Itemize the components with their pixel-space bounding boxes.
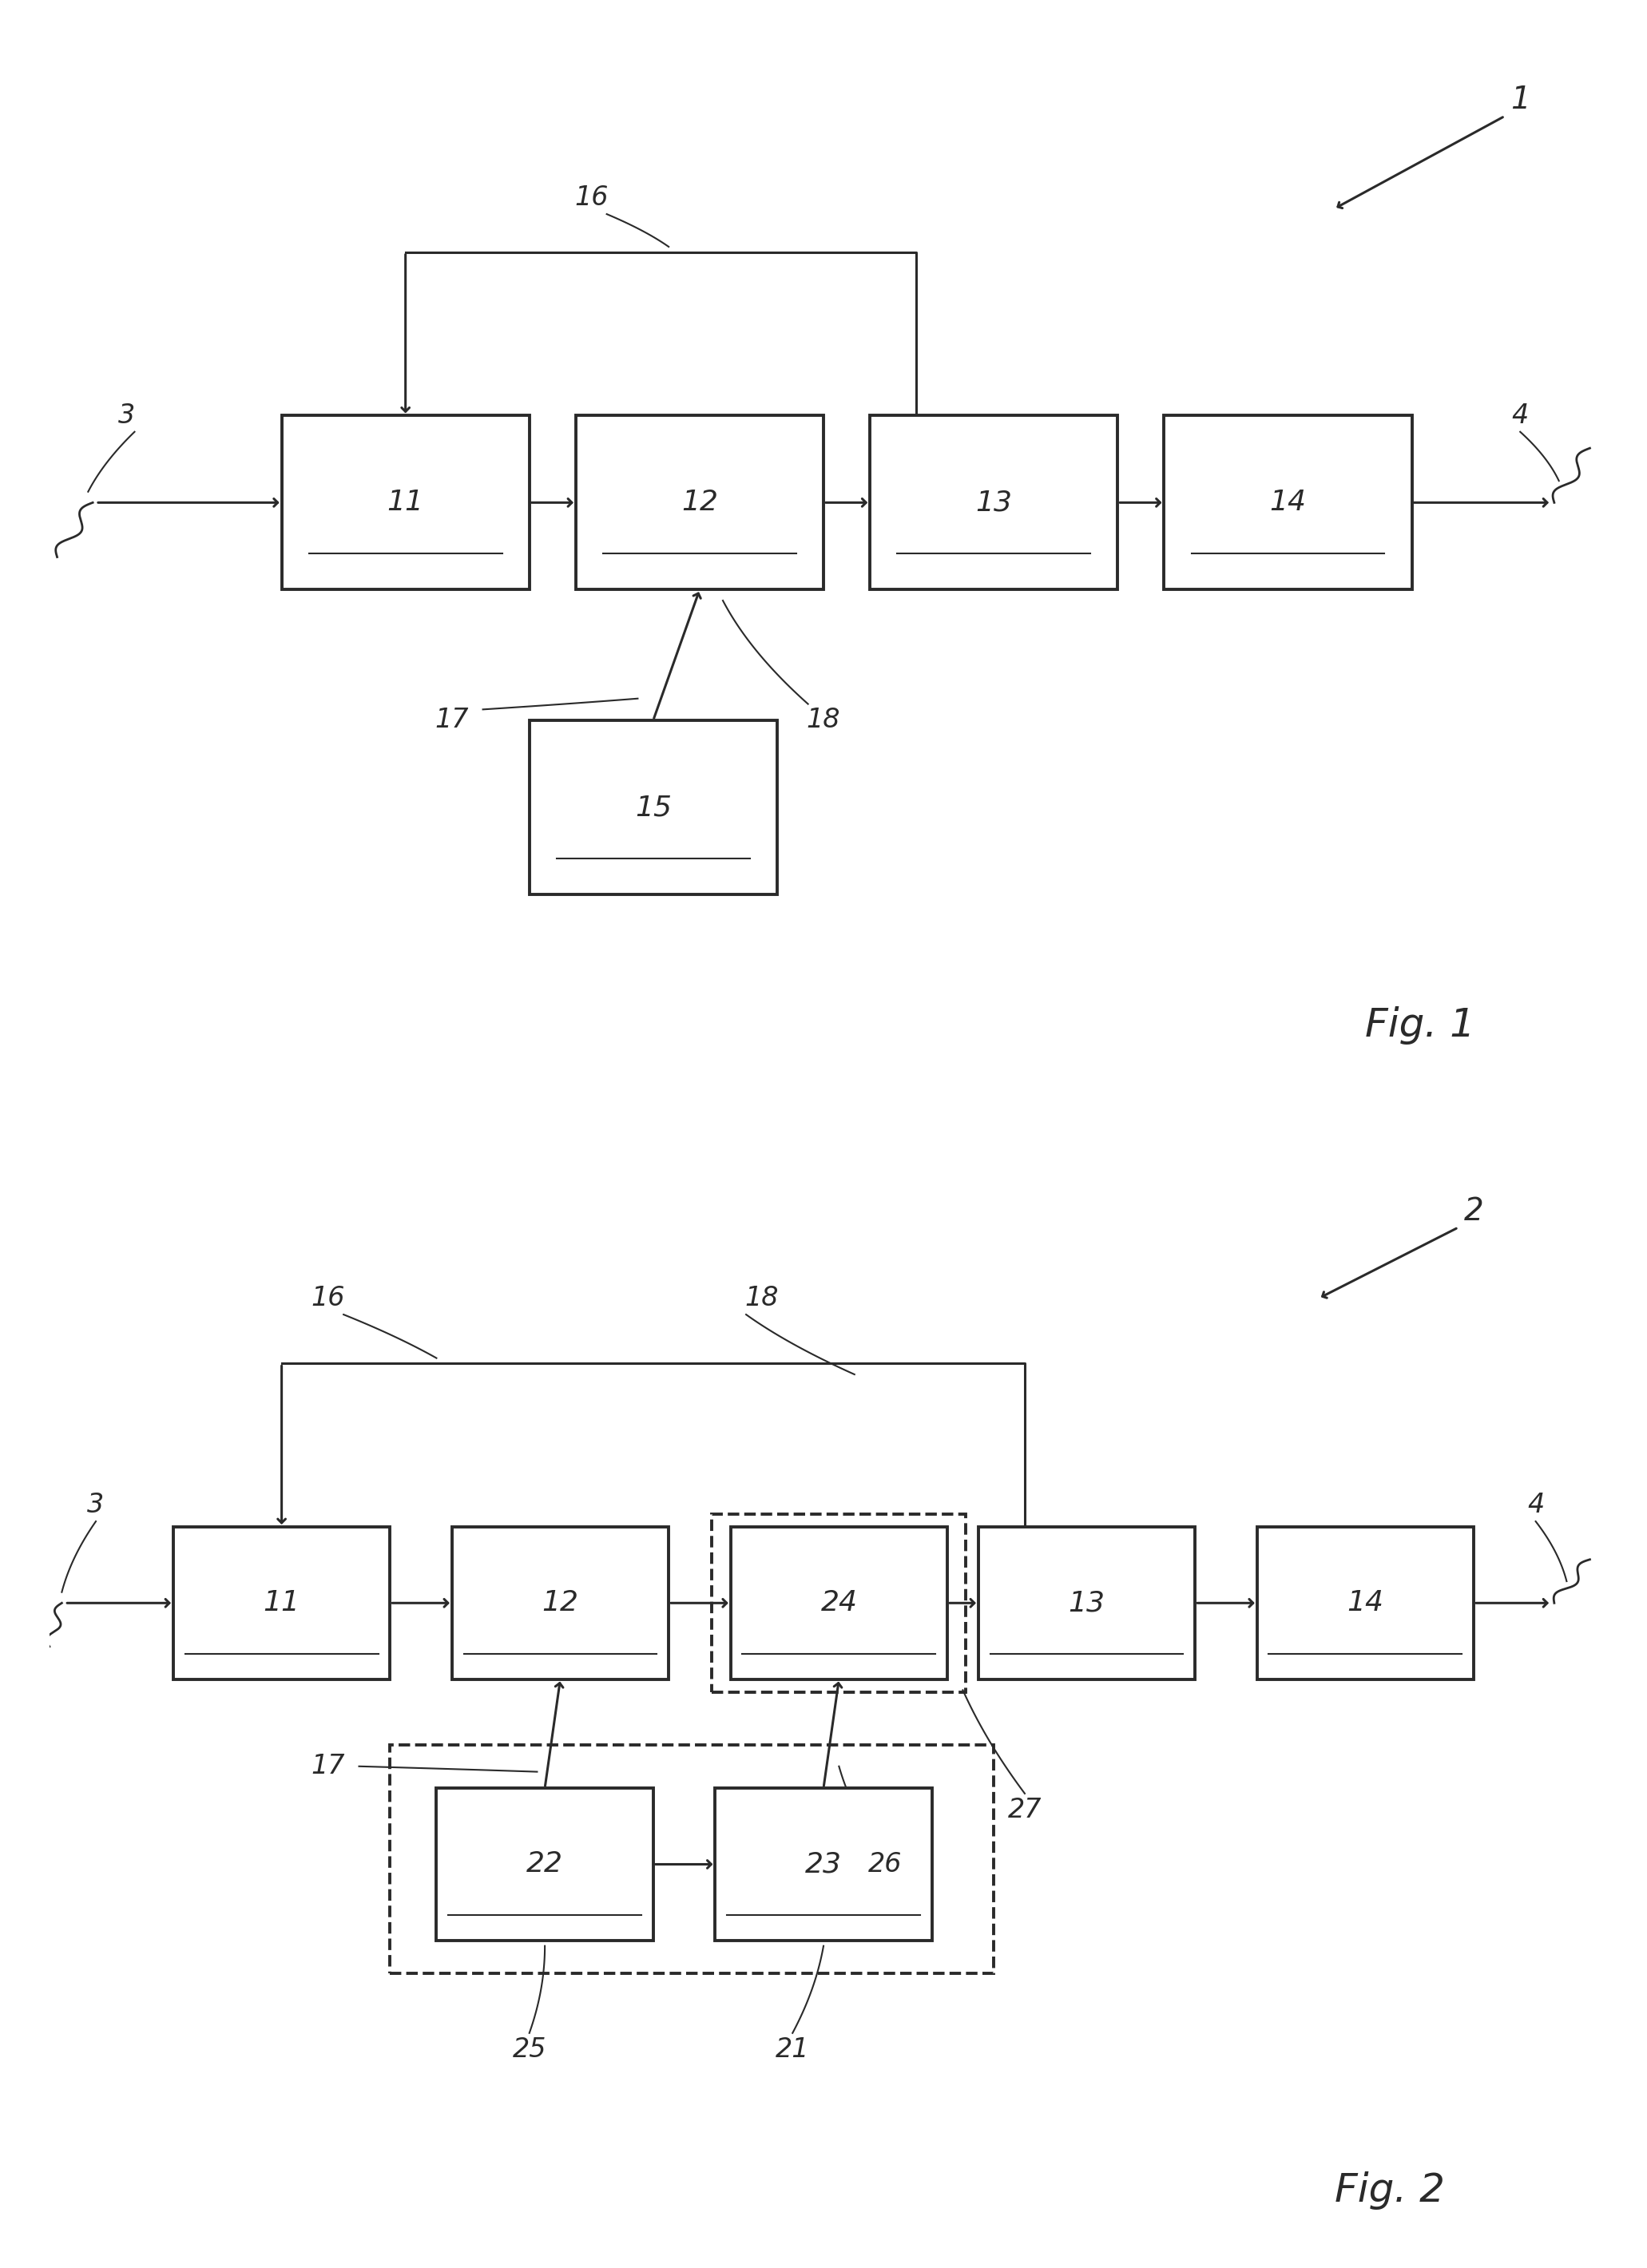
Text: Fig. 2: Fig. 2: [1334, 2173, 1444, 2209]
Bar: [436, 1787, 654, 1941]
Text: 15: 15: [634, 794, 672, 821]
Text: 4: 4: [1527, 1492, 1545, 1517]
Bar: [173, 1526, 390, 1678]
Text: 27: 27: [1008, 1796, 1043, 1823]
Text: 21: 21: [776, 2037, 810, 2062]
Bar: [731, 1526, 947, 1678]
Text: 12: 12: [542, 1590, 578, 1617]
Text: 4: 4: [1512, 401, 1528, 429]
Text: 23: 23: [805, 1851, 842, 1878]
Bar: [870, 415, 1118, 590]
Text: 1: 1: [1510, 84, 1530, 116]
Bar: [715, 1787, 932, 1941]
Bar: [978, 1526, 1196, 1678]
Bar: [282, 415, 529, 590]
Text: 13: 13: [975, 490, 1013, 517]
Bar: [712, 1513, 965, 1692]
Text: 18: 18: [744, 1286, 779, 1311]
Text: 12: 12: [682, 490, 718, 517]
Bar: [576, 415, 824, 590]
Text: 16: 16: [575, 184, 608, 211]
Text: 3: 3: [87, 1492, 104, 1517]
Text: 11: 11: [264, 1590, 300, 1617]
Text: Fig. 1: Fig. 1: [1365, 1007, 1476, 1043]
Text: 14: 14: [1347, 1590, 1383, 1617]
Text: 11: 11: [387, 490, 423, 517]
Text: 24: 24: [820, 1590, 858, 1617]
Bar: [390, 1744, 993, 1973]
Text: 17: 17: [435, 708, 469, 733]
Text: 17: 17: [311, 1753, 346, 1780]
Bar: [1257, 1526, 1474, 1678]
Text: 25: 25: [512, 2037, 547, 2062]
Text: 26: 26: [868, 1851, 903, 1878]
Text: 22: 22: [527, 1851, 563, 1878]
Bar: [529, 721, 777, 894]
Text: 2: 2: [1464, 1195, 1484, 1227]
Bar: [1164, 415, 1411, 590]
Text: 18: 18: [807, 708, 840, 733]
Text: 13: 13: [1069, 1590, 1105, 1617]
Text: 16: 16: [311, 1286, 346, 1311]
Text: 3: 3: [119, 401, 135, 429]
Text: 14: 14: [1270, 490, 1306, 517]
Bar: [451, 1526, 669, 1678]
